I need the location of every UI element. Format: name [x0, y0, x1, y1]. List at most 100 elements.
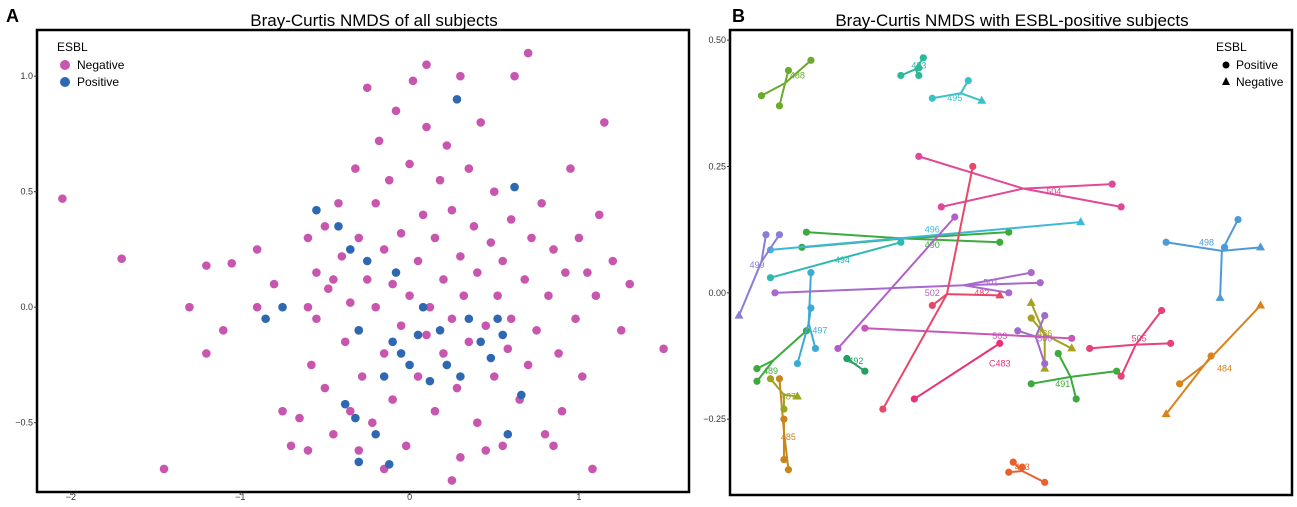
point-negative	[481, 446, 491, 455]
trajectory-segment	[1070, 370, 1117, 378]
point-negative	[574, 233, 584, 243]
point-negative	[554, 349, 563, 358]
y-tick-label: 0.00	[708, 288, 726, 298]
positive-sample-marker	[969, 162, 977, 171]
positive-sample-marker	[1220, 243, 1229, 251]
positive-sample-marker	[928, 94, 936, 102]
panel-b-title: Bray-Curtis NMDS with ESBL-positive subj…	[835, 11, 1188, 30]
y-tick-label: −0.5	[15, 418, 33, 428]
point-negative	[323, 284, 333, 294]
trajectory-segment	[796, 322, 810, 364]
y-tick-label: −0.25	[703, 414, 726, 424]
point-negative	[540, 429, 550, 439]
panel-a-letter: A	[6, 6, 19, 26]
trajectory-segment	[864, 327, 1072, 340]
positive-sample-marker	[1041, 478, 1049, 486]
point-negative	[159, 464, 169, 474]
point-negative	[329, 429, 338, 439]
positive-sample-marker	[811, 344, 820, 353]
point-negative	[371, 198, 381, 208]
y-tick-label: 1.0	[20, 71, 33, 81]
negative-sample-marker	[1215, 292, 1225, 301]
point-negative	[520, 275, 530, 284]
point-negative	[527, 233, 536, 243]
trajectory-segment	[1120, 344, 1137, 377]
point-negative	[307, 360, 316, 370]
point-positive	[486, 353, 496, 363]
point-negative	[459, 291, 469, 300]
subject-498: 498	[1162, 215, 1266, 301]
point-negative	[354, 446, 364, 455]
point-positive	[493, 314, 502, 324]
positive-sample-marker	[1027, 380, 1035, 388]
point-positive	[354, 457, 364, 467]
trajectory-segment	[1134, 309, 1163, 346]
point-negative	[303, 302, 313, 312]
point-negative	[320, 222, 330, 231]
trajectory-segment	[806, 231, 905, 240]
positive-sample-marker	[1054, 349, 1062, 358]
point-negative	[608, 256, 618, 266]
trajectory-segment	[1178, 364, 1205, 385]
point-negative	[218, 326, 228, 335]
positive-sample-marker	[1041, 359, 1049, 368]
point-negative	[659, 344, 668, 354]
point-negative	[523, 360, 533, 370]
point-negative	[405, 159, 414, 169]
point-negative	[503, 344, 513, 354]
negative-sample-marker	[734, 310, 744, 319]
positive-sample-marker	[1072, 395, 1080, 403]
point-positive	[456, 372, 465, 381]
trajectory-segment	[770, 221, 1081, 251]
point-negative	[532, 326, 541, 335]
trajectory-segment	[946, 293, 1000, 297]
subject-501: 501	[771, 269, 1044, 297]
negative-sample-marker	[1256, 300, 1266, 309]
point-negative	[523, 48, 533, 58]
trajectory-segment	[1135, 342, 1171, 346]
negative-sample-marker	[1076, 217, 1086, 226]
panel-b-y-axis: 0.50 0.25 0.00 −0.25	[703, 35, 730, 424]
point-negative	[430, 233, 440, 243]
positive-sample-marker	[915, 71, 923, 80]
positive-sample-marker	[937, 203, 945, 211]
subject-label: 494	[835, 255, 850, 265]
trajectory-segment	[941, 187, 1024, 208]
point-negative	[486, 238, 496, 247]
x-tick-label: 0	[407, 492, 412, 502]
point-positive	[379, 372, 389, 381]
point-negative	[185, 302, 194, 312]
legend-a-negative-label: Negative	[77, 58, 125, 72]
y-tick-label: 0.5	[20, 187, 33, 197]
point-negative	[600, 118, 609, 127]
trajectory-segment	[1023, 183, 1113, 190]
point-positive	[476, 337, 485, 347]
point-negative	[549, 441, 558, 451]
positive-sample-marker	[1027, 269, 1035, 277]
legend-b-negative-label: Negative	[1236, 75, 1284, 89]
legend-b-circle-key	[1222, 61, 1230, 69]
positive-sample-marker	[1167, 339, 1175, 347]
subject-label: 483	[1015, 462, 1030, 472]
point-negative	[320, 383, 330, 393]
point-negative	[396, 228, 406, 238]
subject-497: 497	[793, 269, 827, 368]
point-negative	[202, 261, 211, 270]
trajectory-segment	[1069, 376, 1078, 400]
subject-label: C483	[989, 359, 1011, 369]
subject-label: 482	[974, 288, 989, 298]
trajectory-segment	[846, 357, 866, 372]
panel-b: B Bray-Curtis NMDS with ESBL-positive su…	[703, 6, 1294, 497]
positive-sample-marker	[775, 231, 784, 239]
panel-a-points	[58, 48, 668, 485]
trajectory-segment	[963, 281, 1041, 287]
point-negative	[340, 337, 350, 347]
y-tick-label: 0.25	[708, 161, 726, 171]
point-negative	[583, 268, 592, 277]
point-positive	[371, 429, 381, 439]
trajectory-segment	[756, 359, 775, 382]
point-negative	[303, 233, 313, 243]
negative-sample-marker	[977, 95, 987, 104]
negative-sample-marker	[1040, 363, 1050, 372]
positive-sample-marker	[780, 456, 788, 464]
